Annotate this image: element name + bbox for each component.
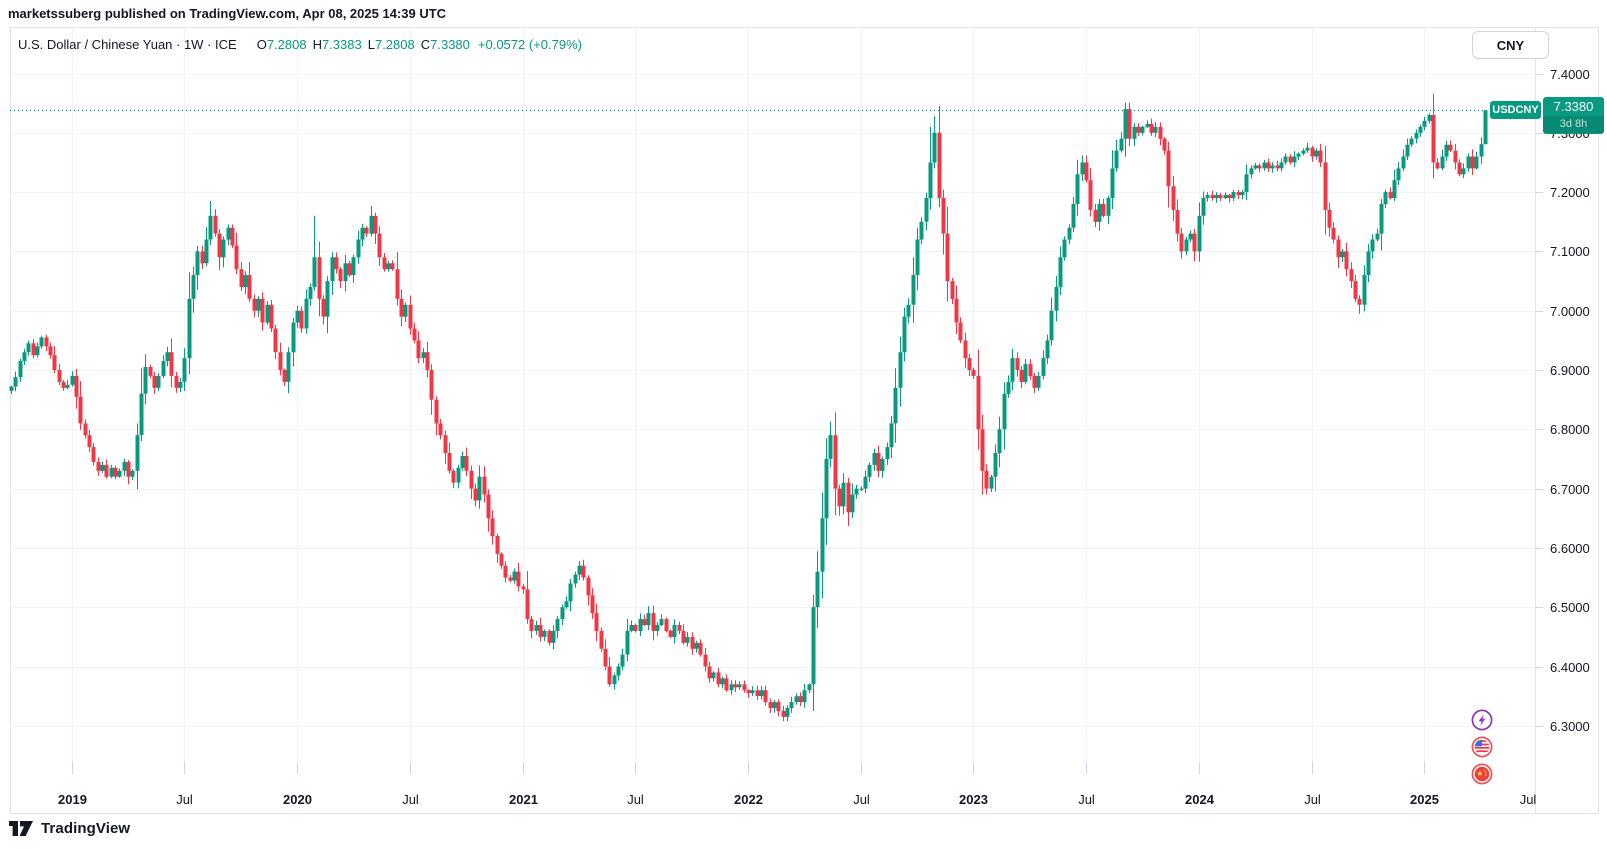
close-value: 7.3380 xyxy=(430,37,470,52)
low-value: 7.2808 xyxy=(374,37,415,52)
time-axis-label: Jul xyxy=(1078,792,1095,807)
price-axis-label: 7.1000 xyxy=(1550,243,1590,259)
price-axis-label: 6.5000 xyxy=(1550,599,1590,615)
time-axis-label: 2025 xyxy=(1410,792,1439,807)
open-value: 7.2808 xyxy=(266,37,307,52)
price-axis-label: 7.4000 xyxy=(1550,66,1590,82)
price-axis-label: 6.8000 xyxy=(1550,421,1590,437)
price-axis-label: 6.6000 xyxy=(1550,540,1590,556)
symbol-price-tag: USDCNY xyxy=(1490,101,1541,119)
price-axis-label: 6.7000 xyxy=(1550,481,1590,497)
open-label: O xyxy=(256,37,267,52)
time-axis-label: Jul xyxy=(1519,792,1537,807)
time-axis-label: 2020 xyxy=(283,792,312,807)
time-axis-label: 2019 xyxy=(58,792,87,807)
time-axis-label: 2023 xyxy=(959,792,988,807)
currency-button[interactable]: CNY xyxy=(1472,31,1549,59)
time-axis-label: Jul xyxy=(1304,792,1321,807)
time-axis-label: 2021 xyxy=(509,792,538,807)
price-axis-label: 6.4000 xyxy=(1550,659,1590,675)
last-price-box: 7.3380 3d 8h xyxy=(1543,97,1604,134)
close-label: C xyxy=(420,37,431,52)
price-axis-label: 6.9000 xyxy=(1550,362,1590,378)
price-axis-label: 7.0000 xyxy=(1550,303,1590,319)
time-axis-label: Jul xyxy=(853,792,870,807)
economic-events-icon[interactable] xyxy=(1471,709,1493,731)
high-label: H xyxy=(312,37,322,52)
last-price: 7.3380 xyxy=(1553,99,1594,114)
time-axis-label: 2022 xyxy=(734,792,763,807)
event-icons xyxy=(1471,709,1493,790)
change-value: +0.0572 (+0.79%) xyxy=(477,37,582,52)
time-axis-label: Jul xyxy=(176,792,193,807)
footer: TradingView xyxy=(8,820,130,837)
symbol-title[interactable]: U.S. Dollar / Chinese Yuan · 1W · ICE xyxy=(18,37,237,52)
time-axis-label: Jul xyxy=(402,792,419,807)
price-axis-label: 6.3000 xyxy=(1550,718,1590,734)
china-flag-icon[interactable] xyxy=(1471,763,1493,785)
tradingview-logo-icon[interactable] xyxy=(8,820,34,837)
bar-countdown: 3d 8h xyxy=(1543,116,1604,133)
chart-widget xyxy=(10,27,1599,814)
chart-legend: U.S. Dollar / Chinese Yuan · 1W · ICE O7.… xyxy=(18,37,582,52)
us-flag-icon[interactable] xyxy=(1471,736,1493,758)
attribution-text: marketssuberg published on TradingView.c… xyxy=(8,6,447,21)
price-axis-label: 7.2000 xyxy=(1550,184,1590,200)
time-axis-label: Jul xyxy=(627,792,644,807)
low-label: L xyxy=(367,37,375,52)
tradingview-brand-text[interactable]: TradingView xyxy=(41,820,131,837)
time-axis-label: 2024 xyxy=(1185,792,1214,807)
high-value: 7.3383 xyxy=(321,37,362,52)
